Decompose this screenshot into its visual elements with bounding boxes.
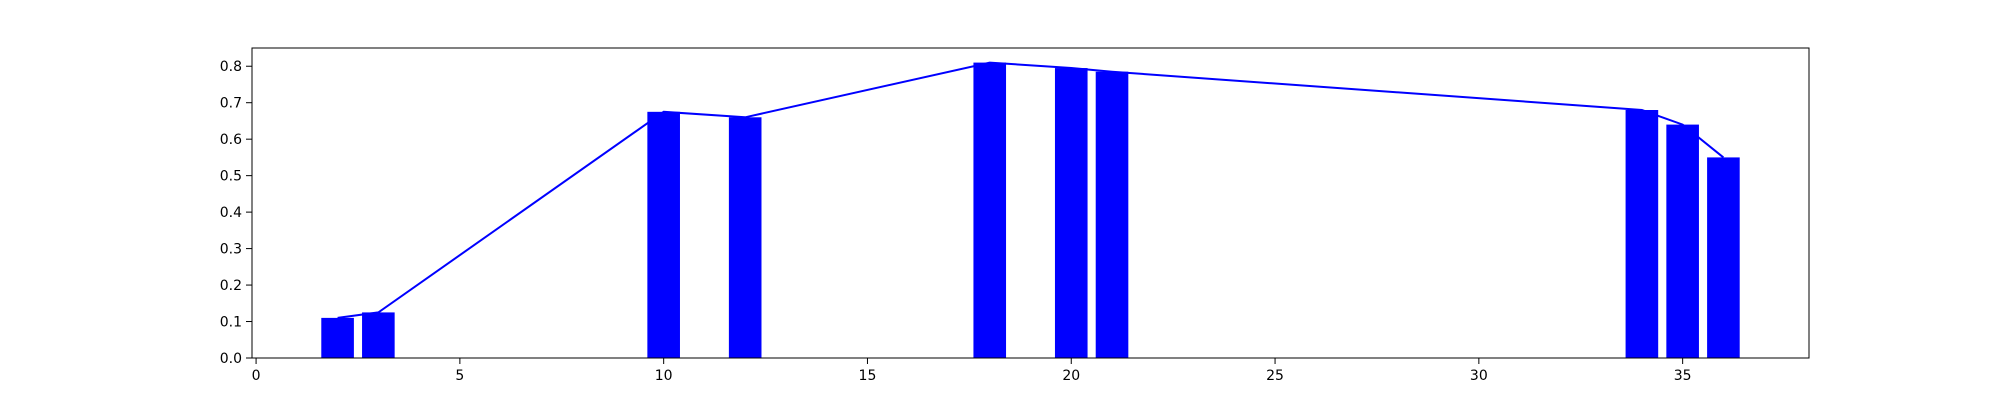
x-tick-label: 20 [1062, 368, 1080, 384]
bar [647, 111, 680, 358]
bars-group [321, 62, 1740, 359]
x-tick-label: 0 [252, 368, 261, 384]
x-axis: 0 5 10 15 20 25 30 35 [252, 358, 1692, 384]
y-tick-label: 0.2 [220, 278, 242, 294]
y-tick-label: 0.8 [220, 59, 242, 75]
series-line [337, 61, 1725, 319]
bar [1666, 124, 1699, 359]
x-tick-label: 30 [1470, 368, 1488, 384]
y-tick-label: 0.4 [220, 205, 242, 221]
y-axis: 0.0 0.1 0.2 0.3 0.4 0.5 0.6 0.7 0.8 [220, 59, 252, 367]
bar [362, 312, 395, 358]
y-tick-label: 0.7 [220, 96, 242, 112]
bar [1625, 110, 1659, 358]
x-tick-label: 10 [655, 368, 673, 384]
bar [1095, 71, 1129, 359]
plot-frame [251, 47, 1810, 359]
bar [1707, 157, 1740, 358]
x-tick-label: 5 [455, 368, 464, 384]
y-tick-label: 0.5 [220, 169, 242, 185]
x-tick-label: 35 [1674, 368, 1692, 384]
x-tick-label: 25 [1266, 368, 1284, 384]
x-tick-label: 15 [859, 368, 877, 384]
y-tick-label: 0.0 [220, 351, 242, 367]
y-tick-label: 0.6 [220, 132, 242, 148]
bar [1054, 68, 1088, 358]
y-tick-label: 0.3 [220, 242, 242, 258]
bar [728, 117, 762, 358]
y-tick-label: 0.1 [220, 315, 242, 331]
bar [321, 317, 354, 358]
bar [973, 62, 1007, 359]
